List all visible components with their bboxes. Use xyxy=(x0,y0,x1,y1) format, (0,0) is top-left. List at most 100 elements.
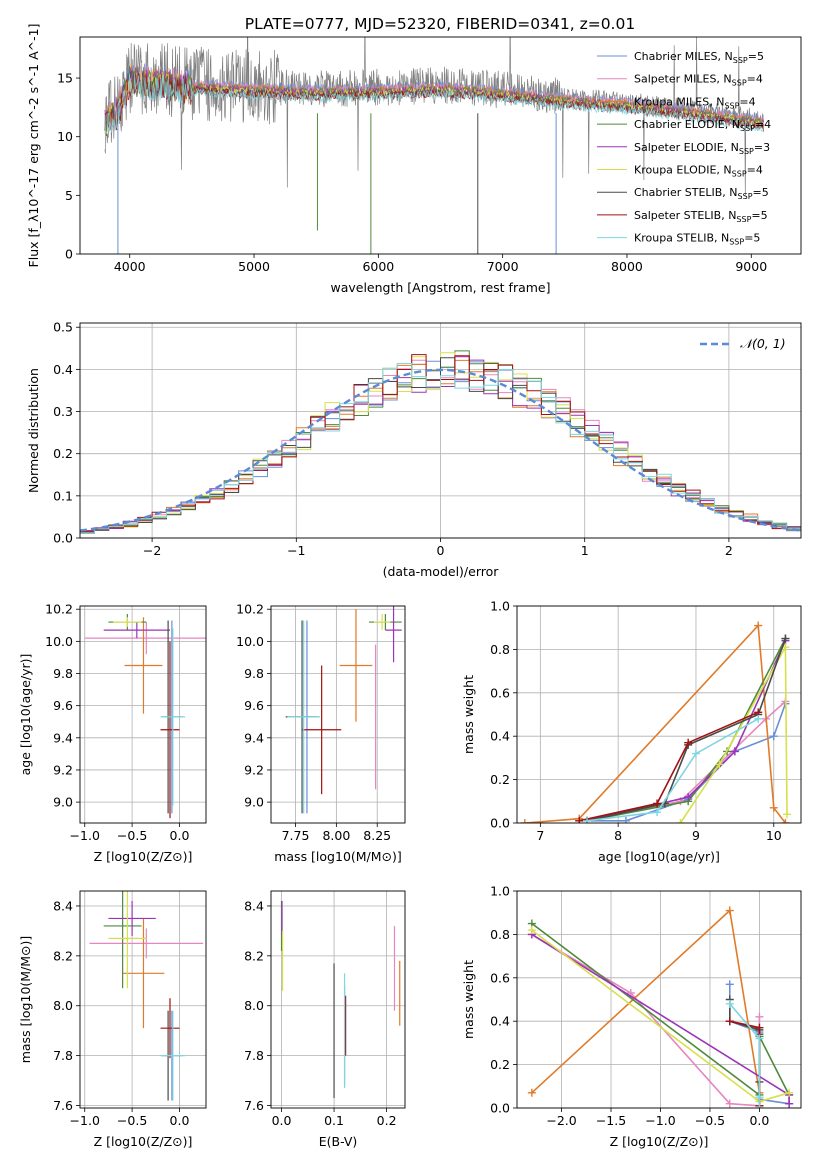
y-tick-label: 10.2 xyxy=(45,602,73,617)
y-tick-label: 0.2 xyxy=(490,1057,510,1072)
weight-marker xyxy=(653,799,662,808)
y-tick-label: 10.0 xyxy=(45,634,73,649)
x-axis-label: mass [log10(M/M⊙)] xyxy=(274,849,402,864)
figure-title: PLATE=0777, MJD=52320, FIBERID=0341, z=0… xyxy=(245,15,635,33)
legend-subscript: SSP xyxy=(732,170,747,179)
y-tick-label: 1.0 xyxy=(490,599,510,614)
weight-marker xyxy=(782,810,791,819)
weight-marker xyxy=(755,1034,764,1043)
weight-marker xyxy=(730,747,739,756)
weight-marker xyxy=(725,980,734,989)
weight-marker xyxy=(653,808,662,817)
y-tick-label: 10.0 xyxy=(236,634,264,649)
x-tick-label: −0.5 xyxy=(117,828,147,843)
weight-marker xyxy=(725,1099,734,1108)
weight-marker xyxy=(785,1099,794,1108)
x-axis-label: age [log10(age/yr)] xyxy=(598,849,720,864)
weight-marker xyxy=(755,1012,764,1021)
y-tick-label: 8.0 xyxy=(244,998,264,1013)
x-axis-label: wavelength [Angstrom, rest frame] xyxy=(330,280,550,295)
legend-nssp: =5 xyxy=(751,209,767,222)
chart-spectrum: Chabrier MILES, NSSP=5 Salpeter MILES, NS… xyxy=(26,24,802,295)
weight-line xyxy=(586,718,759,822)
x-tick-label: 0 xyxy=(437,543,445,558)
weight-line xyxy=(729,1003,761,1108)
gaussian-curve xyxy=(80,368,801,532)
y-tick-label: 9.8 xyxy=(53,666,73,681)
x-tick-label: 0.1 xyxy=(324,1113,344,1128)
x-tick-label: 9 xyxy=(692,828,700,843)
axes-frame xyxy=(516,890,802,1109)
y-tick-label: 0.0 xyxy=(490,1101,510,1116)
axes-frame xyxy=(516,605,802,824)
y-tick-label: 10.2 xyxy=(236,602,264,617)
x-axis-label: E(B-V) xyxy=(319,1134,358,1149)
x-tick-label: −0.5 xyxy=(695,1113,725,1128)
errorbar-point xyxy=(108,891,147,989)
weight-marker xyxy=(781,634,790,643)
errorbar-point xyxy=(160,1010,186,1101)
x-tick-label: −0.5 xyxy=(117,1113,147,1128)
legend-nssp: =5 xyxy=(753,186,769,199)
y-tick-label: 9.2 xyxy=(244,762,264,777)
y-tick-label: 8.2 xyxy=(244,948,264,963)
y-tick-label: 9.8 xyxy=(244,666,264,681)
x-tick-label: 1 xyxy=(581,543,589,558)
y-tick-label: 15 xyxy=(57,71,73,86)
plot-area xyxy=(84,614,206,819)
errorbar-point xyxy=(89,928,204,959)
y-tick-label: 8.0 xyxy=(53,998,73,1013)
errorbar-point xyxy=(339,609,373,722)
x-tick-label: 8.25 xyxy=(363,828,391,843)
y-tick-label: 0.0 xyxy=(53,531,73,546)
legend-entry: 𝒩(0, 1) xyxy=(740,336,786,351)
weight-marker xyxy=(520,819,529,823)
x-tick-label: 10 xyxy=(766,828,782,843)
legend-subscript: SSP xyxy=(724,101,739,110)
x-tick-label: 8000 xyxy=(611,259,643,274)
y-tick-label: 0.8 xyxy=(490,642,510,657)
y-tick-label: 8.4 xyxy=(244,898,264,913)
y-tick-label: 1.0 xyxy=(490,884,510,899)
y-tick-label: 0.4 xyxy=(53,362,73,377)
y-tick-label: 9.0 xyxy=(53,795,73,810)
legend-entry: Chabrier ELODIE, NSSP=4 xyxy=(634,118,771,133)
y-tick-label: 9.4 xyxy=(53,730,73,745)
weight-marker xyxy=(755,1104,764,1108)
plot-area xyxy=(104,37,765,254)
y-tick-label: 7.6 xyxy=(53,1098,73,1113)
y-tick-label: 7.8 xyxy=(53,1048,73,1063)
y-tick-label: 0.4 xyxy=(490,1014,510,1029)
legend-entry: Salpeter ELODIE, NSSP=3 xyxy=(634,141,770,156)
plot-area xyxy=(80,350,801,534)
weight-marker xyxy=(527,1088,536,1097)
legend-subscript: SSP xyxy=(738,192,753,201)
axes-frame xyxy=(79,605,207,824)
y-tick-label: 0 xyxy=(65,247,73,262)
y-tick-label: 9.6 xyxy=(53,698,73,713)
y-axis-label: mass weight xyxy=(461,960,476,1039)
axes-frame xyxy=(79,36,802,255)
axes-frame xyxy=(270,890,406,1109)
y-tick-label: 0.1 xyxy=(53,488,73,503)
y-axis-label: Normed distribution xyxy=(26,368,41,493)
legend-entry: Kroupa ELODIE, NSSP=4 xyxy=(634,164,763,179)
y-tick-label: 9.6 xyxy=(244,698,264,713)
errorbar-point xyxy=(113,617,142,627)
y-tick-label: 0.4 xyxy=(490,729,510,744)
weight-marker xyxy=(725,999,734,1008)
axes-frame xyxy=(79,890,207,1109)
weight-marker xyxy=(769,803,778,812)
x-tick-label: −1.0 xyxy=(645,1113,675,1128)
x-tick-label: −1 xyxy=(287,543,305,558)
x-tick-label: −2.0 xyxy=(546,1113,576,1128)
errorbar-point xyxy=(108,900,156,936)
errorbar-point xyxy=(122,918,165,1029)
weight-marker xyxy=(754,621,763,630)
y-tick-label: 0.2 xyxy=(490,772,510,787)
y-axis-label: age [log10(age/yr)] xyxy=(18,654,33,776)
y-axis-label: Flux [f_λ10^-17 erg cm^-2 s^-1 A^-1] xyxy=(26,24,41,268)
weight-marker xyxy=(621,816,630,823)
plot-area xyxy=(285,606,402,814)
y-tick-label: 0.6 xyxy=(490,685,510,700)
